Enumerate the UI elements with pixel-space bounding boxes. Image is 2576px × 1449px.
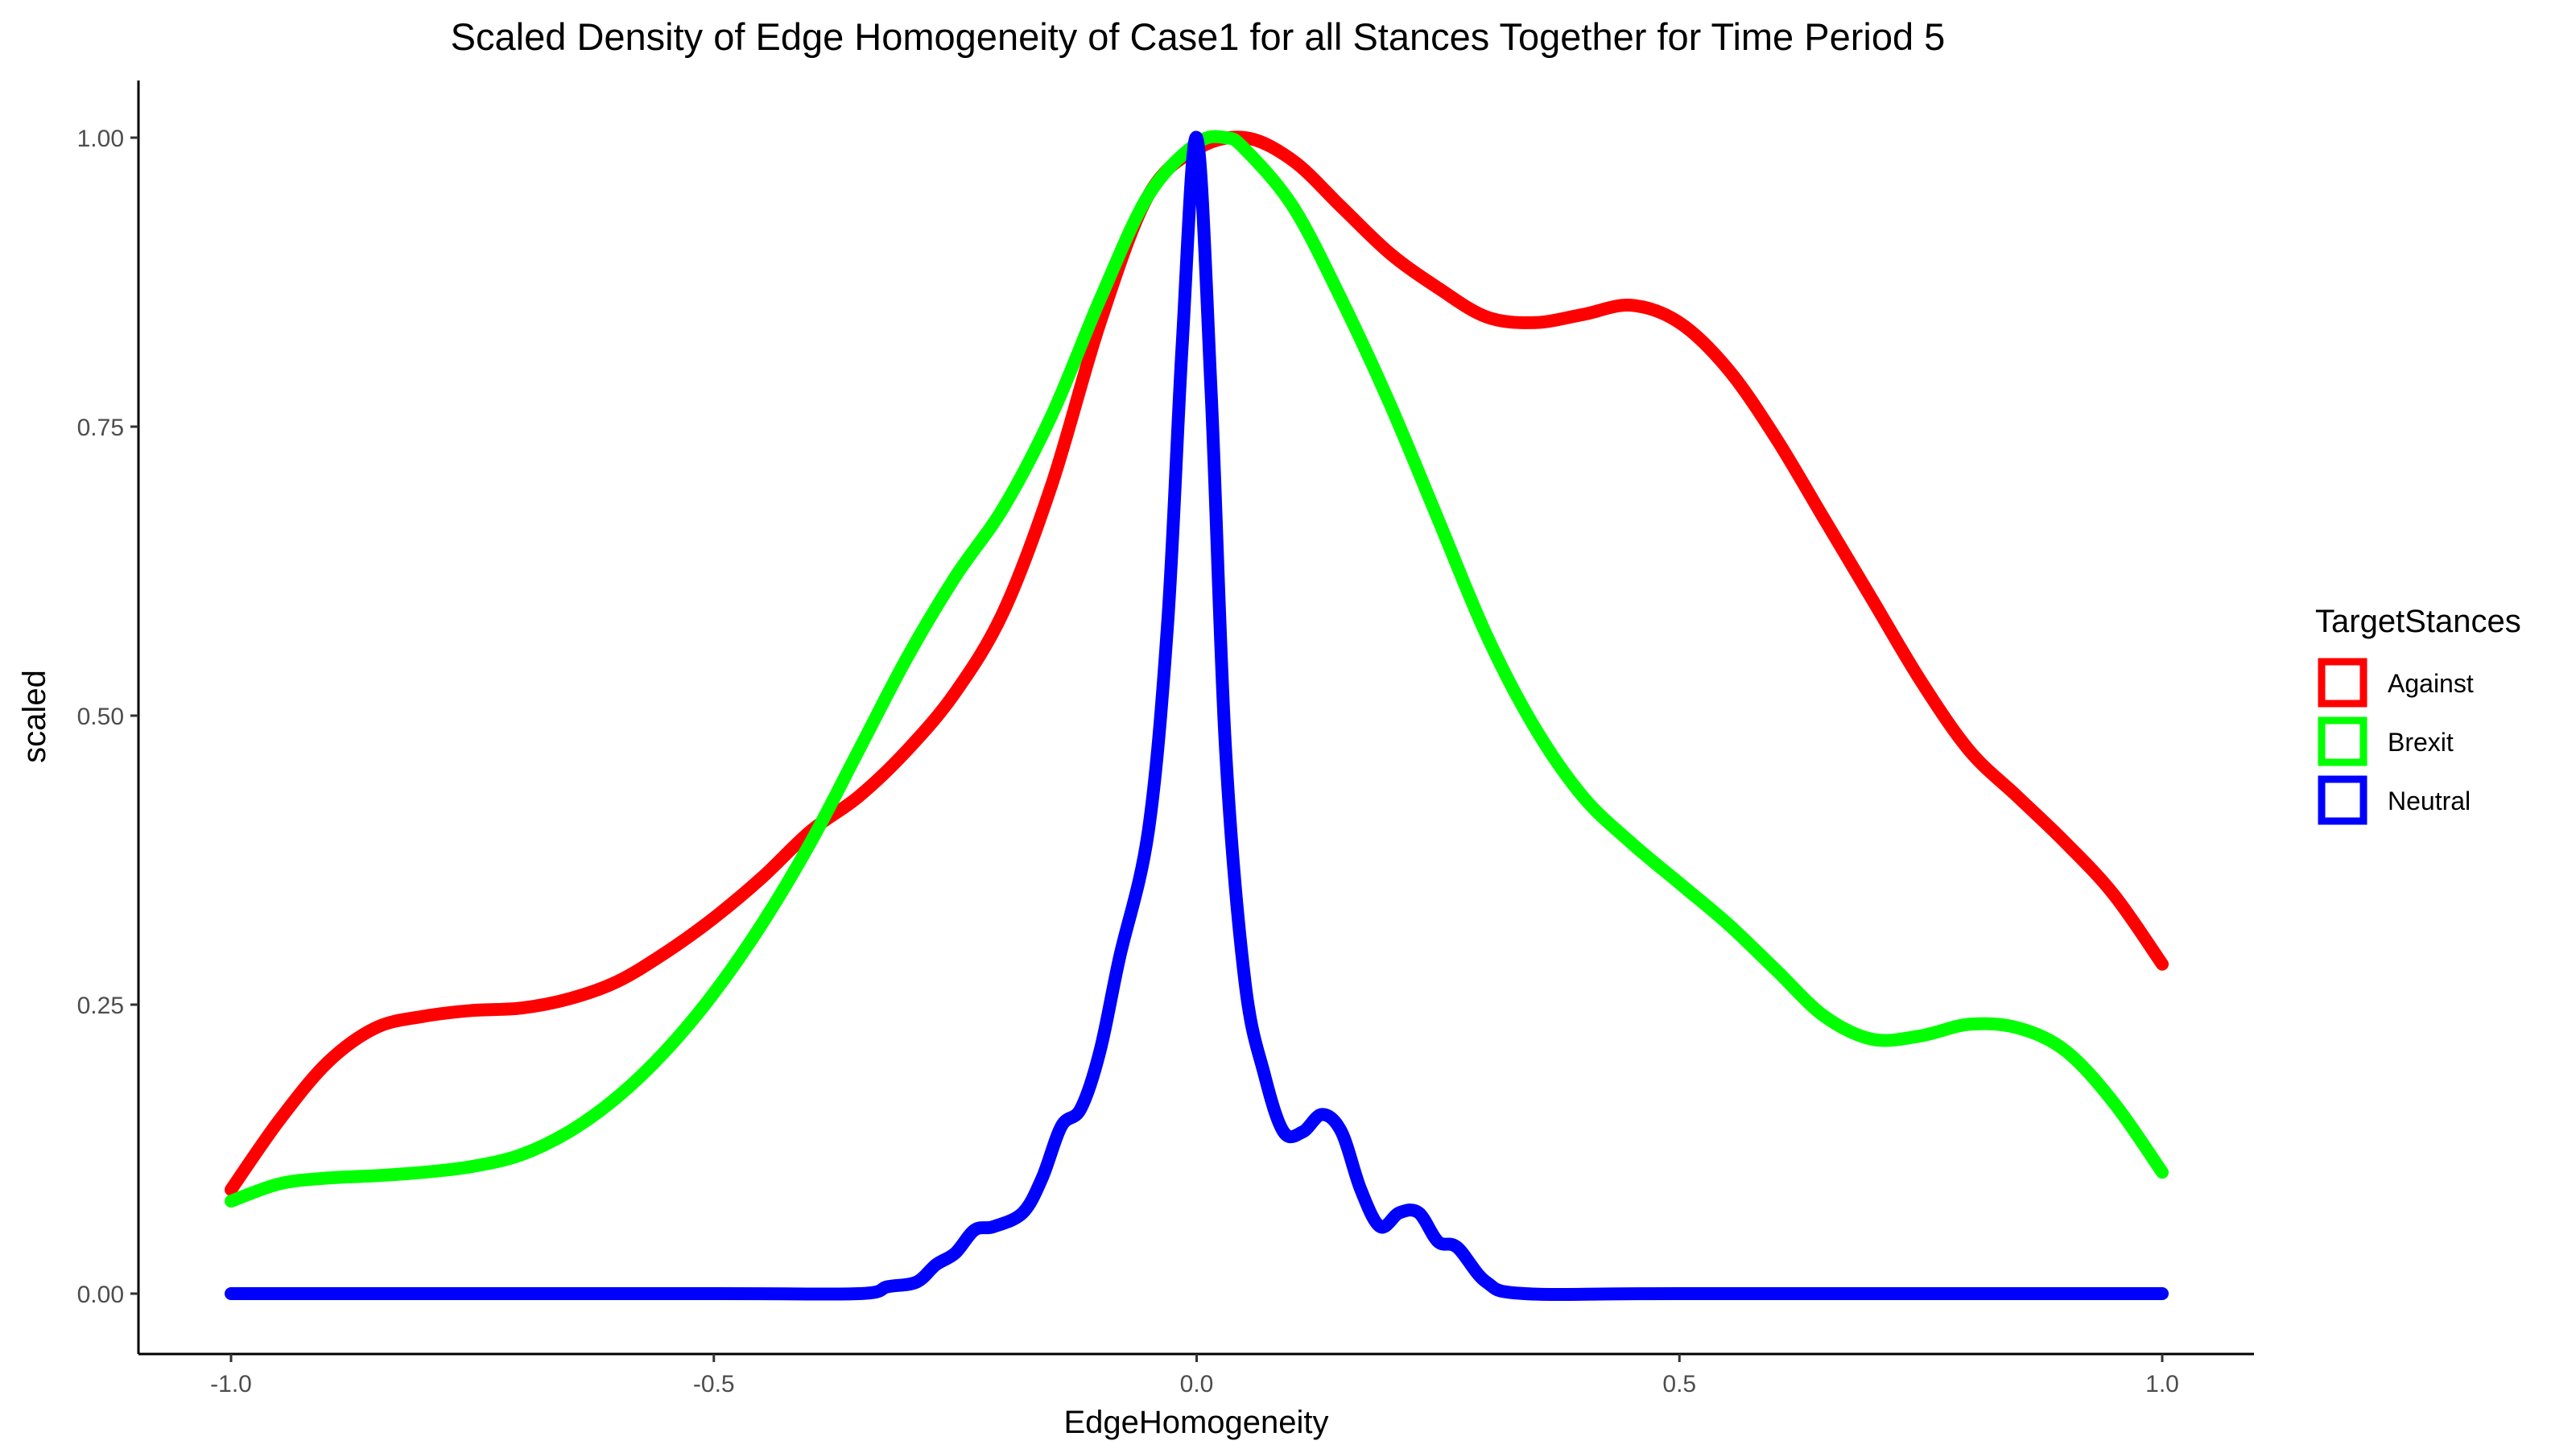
y-axis-title: scaled	[17, 670, 52, 763]
legend-label-neutral: Neutral	[2388, 786, 2471, 815]
x-axis-title: EdgeHomogeneity	[1063, 1405, 1328, 1440]
legend-label-against: Against	[2388, 669, 2474, 698]
y-axis-ticks: 0.00 0.25 0.50 0.75 1.00	[77, 126, 138, 1308]
chart-title: Scaled Density of Edge Homogeneity of Ca…	[451, 15, 1946, 58]
legend-key-against	[2318, 658, 2368, 708]
legend-key-neutral	[2318, 775, 2368, 825]
x-axis-ticks: -1.0 -0.5 0.0 0.5 1.0	[210, 1354, 2179, 1397]
plot-lines	[225, 130, 2169, 1302]
x-tick-label: 0.0	[1180, 1371, 1214, 1397]
x-tick-label: -1.0	[210, 1371, 252, 1397]
series-line-against	[225, 130, 2169, 1196]
legend-title: TargetStances	[2315, 604, 2521, 639]
x-tick-label: -0.5	[693, 1371, 735, 1397]
legend-items: Against Brexit Neutral	[2318, 658, 2474, 825]
y-tick-label: 0.50	[77, 704, 124, 730]
x-tick-label: 0.5	[1662, 1371, 1696, 1397]
series-line-neutral	[225, 130, 2169, 1302]
legend-key-brexit	[2318, 716, 2368, 766]
y-tick-label: 0.00	[77, 1282, 124, 1308]
y-tick-label: 1.00	[77, 126, 124, 152]
legend-label-brexit: Brexit	[2388, 728, 2454, 757]
x-tick-label: 1.0	[2145, 1371, 2179, 1397]
y-tick-label: 0.75	[77, 415, 124, 441]
y-tick-label: 0.25	[77, 993, 124, 1019]
series-line-brexit	[225, 130, 2169, 1208]
legend: TargetStances Against Brexit Neutral	[2315, 604, 2521, 825]
